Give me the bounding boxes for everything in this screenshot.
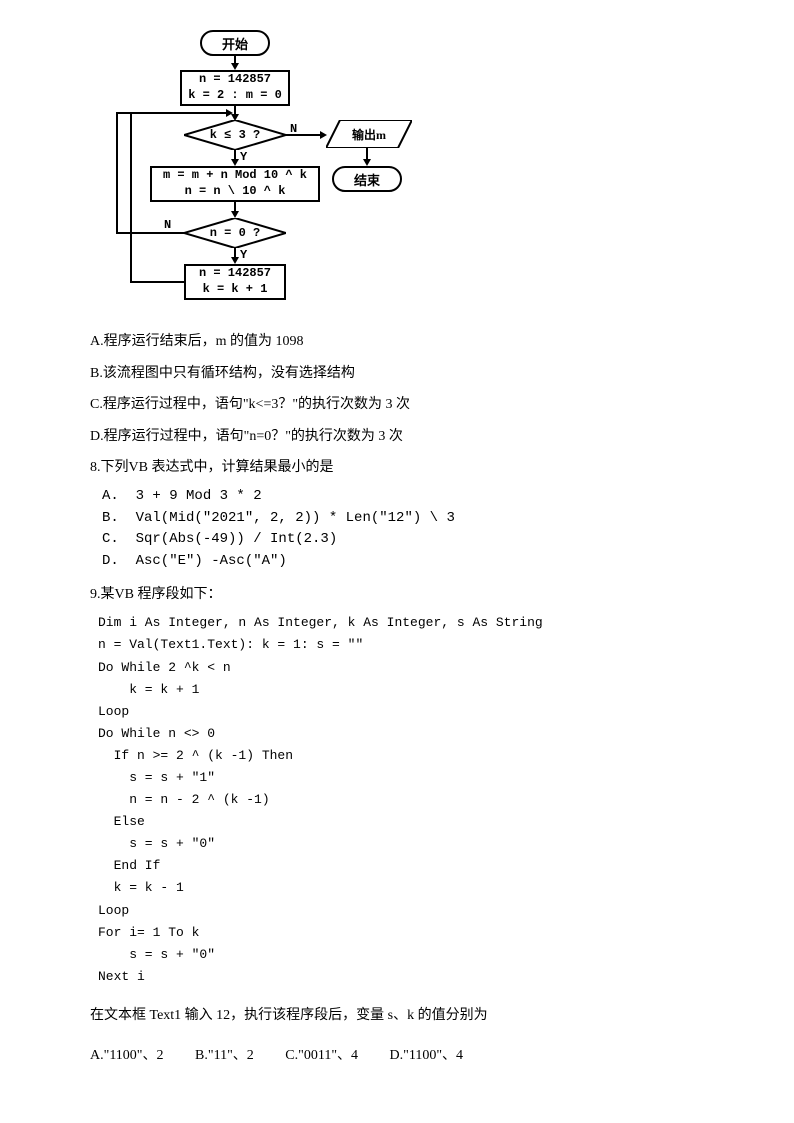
flowchart-proc1-line1: m = m + n Mod 10 ^ k [163, 168, 307, 184]
flowchart-cond2: n = 0 ? [184, 218, 286, 248]
flowchart-proc2-line1: n = 142857 [199, 266, 271, 282]
q8-option-a: A. 3 + 9 Mod 3 * 2 [102, 486, 704, 508]
flowchart-output: 输出m [326, 120, 412, 148]
q9-tail: 在文本框 Text1 输入 12，执行该程序段后，变量 s、k 的值分别为 [90, 1006, 704, 1026]
flowchart-start: 开始 [200, 30, 270, 56]
flowchart-cond1: k ≤ 3 ? [184, 120, 286, 150]
flowchart-cond2-n: N [164, 218, 171, 232]
flowchart-proc2: n = 142857 k = k + 1 [184, 264, 286, 300]
flowchart-init: n = 142857 k = 2 : m = 0 [180, 70, 290, 106]
flowchart-cond2-text: n = 0 ? [184, 218, 286, 248]
flowchart-proc1-line2: n = n \ 10 ^ k [185, 184, 286, 200]
flowchart-cond2-y: Y [240, 248, 247, 262]
q9-option-a: A."1100"、2 [90, 1044, 164, 1064]
q7-option-d: D.程序运行过程中，语句"n=0？"的执行次数为 3 次 [90, 427, 704, 447]
flowchart-proc2-line2: k = k + 1 [203, 282, 268, 298]
q9-option-b: B."11"、2 [195, 1044, 254, 1064]
q8-option-c: C. Sqr(Abs(-49)) / Int(2.3) [102, 529, 704, 551]
q8-option-b: B. Val(Mid("2021", 2, 2)) * Len("12") \ … [102, 508, 704, 530]
q7-option-b: B.该流程图中只有循环结构，没有选择结构 [90, 364, 704, 384]
flowchart: 开始 n = 142857 k = 2 : m = 0 k ≤ 3 ? N 输出… [110, 30, 420, 320]
flowchart-output-text: 输出m [326, 120, 412, 148]
q9-option-c: C."0011"、4 [285, 1044, 358, 1064]
flowchart-init-line2: k = 2 : m = 0 [188, 88, 282, 104]
q7-option-a: A.程序运行结束后，m 的值为 1098 [90, 332, 704, 352]
flowchart-end: 结束 [332, 166, 402, 192]
q9-title: 9.某VB 程序段如下： [90, 585, 704, 605]
flowchart-proc1: m = m + n Mod 10 ^ k n = n \ 10 ^ k [150, 166, 320, 202]
flowchart-cond1-y: Y [240, 150, 247, 164]
q9-code: Dim i As Integer, n As Integer, k As Int… [98, 612, 704, 988]
q8-option-d: D. Asc("E") -Asc("A") [102, 551, 704, 573]
q8-title: 8.下列VB 表达式中，计算结果最小的是 [90, 458, 704, 478]
flowchart-init-line1: n = 142857 [199, 72, 271, 88]
q9-options: A."1100"、2 B."11"、2 C."0011"、4 D."1100"、… [90, 1044, 704, 1064]
q7-option-c: C.程序运行过程中，语句"k<=3？"的执行次数为 3 次 [90, 395, 704, 415]
q9-option-d: D."1100"、4 [390, 1044, 464, 1064]
flowchart-cond1-text: k ≤ 3 ? [184, 120, 286, 150]
